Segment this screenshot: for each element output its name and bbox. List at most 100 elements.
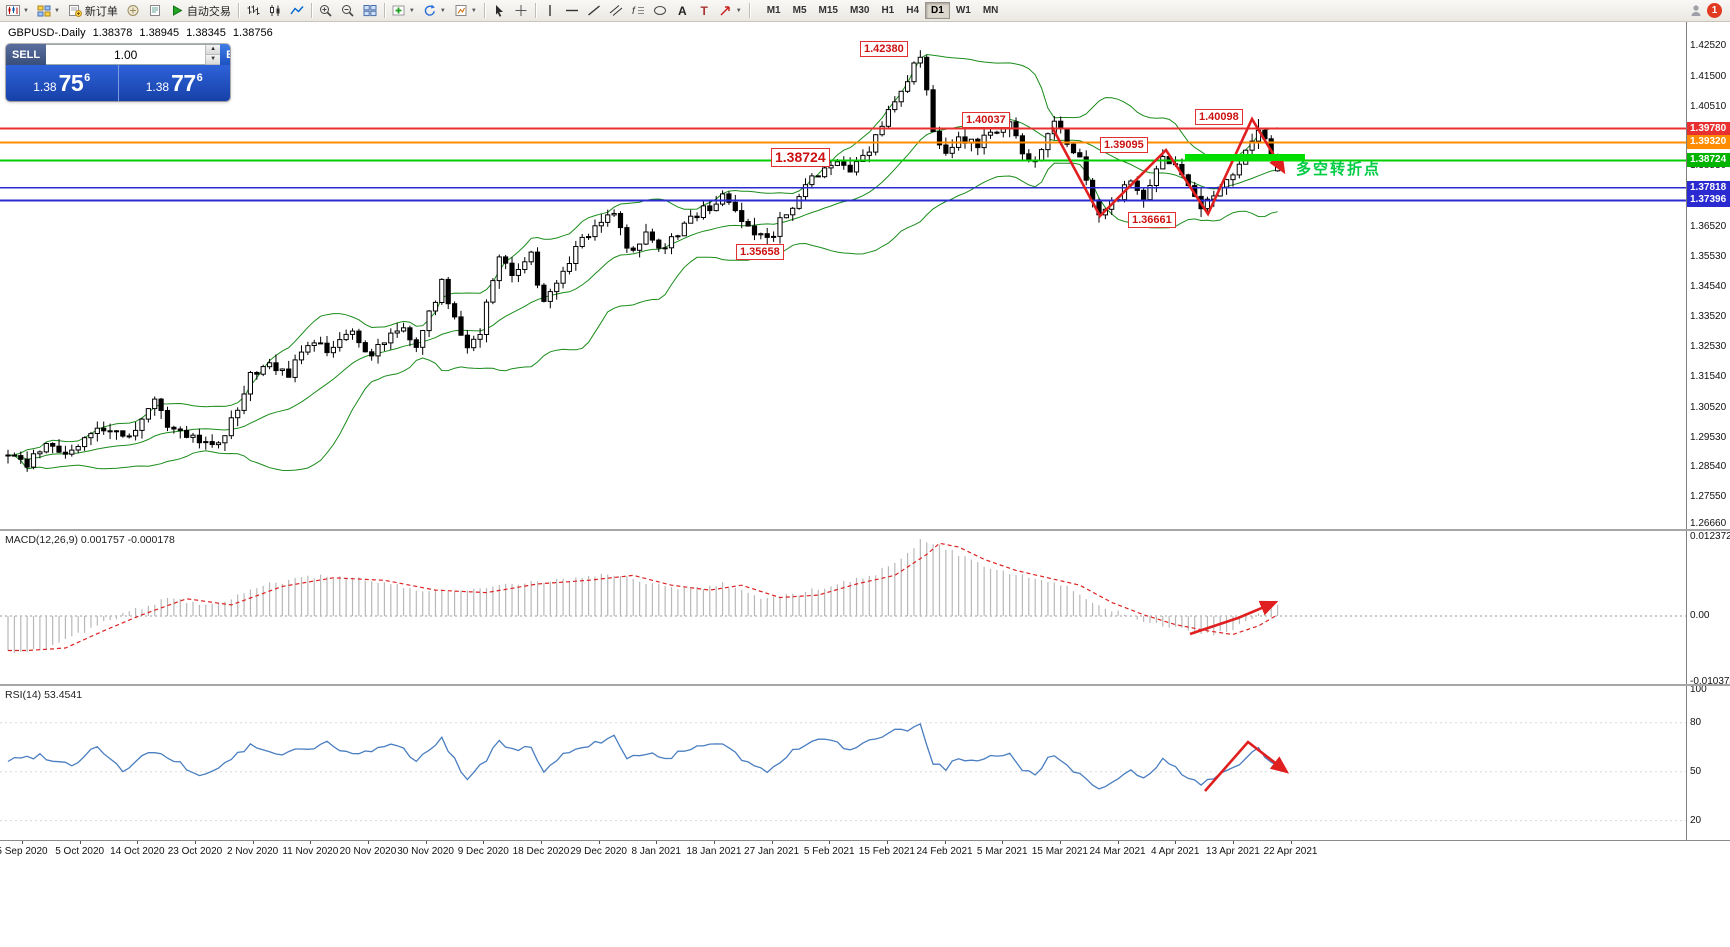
profiles-button[interactable]: ▼	[33, 2, 64, 20]
price-chart-canvas[interactable]	[0, 22, 1686, 530]
price-axis-tick: 1.42520	[1690, 40, 1727, 51]
turning-point-highlight-bar[interactable]	[1185, 154, 1305, 161]
date-axis-label: 5 Feb 2021	[803, 846, 855, 857]
buy-button[interactable]: BUY	[220, 44, 230, 65]
volume-down-button[interactable]: ▼	[206, 55, 221, 65]
ohlc-high: 1.38945	[139, 27, 180, 39]
price-annotation-label[interactable]: 1.40037	[962, 112, 1010, 128]
price-axis-tick: 1.41500	[1690, 70, 1727, 82]
date-axis-tick	[22, 841, 23, 844]
chart-ohlc-header: GBPUSD-.Daily 1.38378 1.38945 1.38345 1.3875…	[8, 27, 280, 39]
date-axis-label: 8 Jan 2021	[631, 846, 682, 857]
date-axis-tick	[425, 841, 427, 844]
timeframe-m5[interactable]: M5	[792, 5, 807, 16]
price-annotation-label[interactable]: 1.42380	[860, 41, 908, 57]
trend-zigzag-arrow[interactable]	[1050, 116, 1286, 219]
volume-up-button[interactable]: ▲	[206, 45, 221, 55]
notification-badge[interactable]: 1	[1707, 3, 1722, 18]
price-axis-tick: 1.28540	[1690, 461, 1727, 473]
autotrading-button[interactable]: 自动交易	[166, 2, 235, 20]
sell-button[interactable]: SELL	[6, 44, 47, 65]
fibo-icon: f	[631, 4, 645, 17]
price-annotation-label[interactable]: 1.35658	[736, 244, 784, 260]
line-chart-button[interactable]	[286, 2, 308, 20]
price-axis-tick: 1.34540	[1690, 280, 1727, 292]
cursor-button[interactable]	[488, 2, 510, 20]
date-axis-label: 14 Oct 2020	[110, 846, 165, 857]
buy-price-display[interactable]: 1.38 77 6	[117, 65, 230, 101]
channel-button[interactable]	[605, 2, 627, 20]
arrows-object-button[interactable]: ▼	[715, 2, 746, 20]
macd-up-arrow[interactable]	[1189, 600, 1279, 636]
date-axis-tick	[1059, 841, 1061, 844]
date-axis: 5 Sep 2020 5 Oct 2020 14 Oct 2020 23 Oct 20…	[0, 841, 1686, 860]
date-axis-tick	[483, 841, 485, 844]
date-axis-label: 18 Dec 2020	[512, 846, 570, 857]
date-axis-label: 4 Apr 2021	[1151, 846, 1200, 857]
panel-splitter-macd[interactable]	[0, 529, 1730, 531]
timeframe-w1[interactable]: W1	[955, 5, 971, 16]
price-axis-tag: 1.37396	[1687, 193, 1730, 208]
timeframe-bar: M1 M5 M15 M30 H1 H4 D1 W1 MN	[761, 2, 1005, 19]
sell-price-display[interactable]: 1.38 75 6	[6, 65, 118, 101]
volume-input[interactable]	[46, 45, 206, 64]
vertical-line-button[interactable]	[539, 2, 561, 20]
data-window-button[interactable]	[144, 2, 166, 20]
date-axis-label: 18 Jan 2021	[686, 846, 742, 857]
timeframe-m15[interactable]: M15	[818, 5, 838, 16]
timeframe-h4[interactable]: H4	[906, 5, 920, 16]
zoom-out-button[interactable]	[337, 2, 359, 20]
date-axis-tick	[252, 841, 254, 844]
price-annotation-label[interactable]: 1.40098	[1195, 109, 1243, 125]
community-user-icon[interactable]	[1689, 4, 1703, 17]
timeframe-m1[interactable]: M1	[766, 5, 781, 16]
timeframe-h1[interactable]: H1	[881, 5, 895, 16]
candlestick-chart-button[interactable]	[264, 2, 286, 20]
new-order-button[interactable]: 新订单	[64, 2, 122, 20]
periods-button[interactable]: ▼	[419, 2, 450, 20]
price-annotation-label[interactable]: 1.38724	[771, 148, 830, 167]
price-axis-tick: 1.40510	[1690, 100, 1727, 112]
date-axis-label: 30 Nov 2020	[397, 846, 454, 857]
timeframe-mn[interactable]: MN	[982, 5, 999, 16]
ohlc-low: 1.38345	[186, 27, 226, 39]
order-icon	[68, 4, 82, 17]
horizontal-line-button[interactable]	[561, 2, 583, 20]
shapes-button[interactable]	[649, 2, 671, 20]
doc-icon	[148, 4, 162, 17]
text-label-button[interactable]: T	[693, 2, 715, 20]
zoom-in-button[interactable]	[315, 2, 337, 20]
crosshair-button[interactable]	[510, 2, 532, 20]
vline-icon	[543, 4, 557, 17]
svg-text:T: T	[700, 4, 708, 17]
date-axis-label: 22 Apr 2021	[1263, 846, 1318, 857]
price-annotation-label[interactable]: 1.39095	[1100, 137, 1148, 153]
turning-point-label[interactable]: 多空转折点	[1296, 161, 1382, 178]
tile-windows-button[interactable]	[359, 2, 381, 20]
template-icon	[454, 4, 468, 17]
text-button[interactable]: A	[671, 2, 693, 20]
tile-icon	[363, 4, 377, 17]
date-axis-tick	[194, 841, 196, 844]
timeframe-d1[interactable]: D1	[925, 2, 950, 19]
panel-splitter-rsi[interactable]	[0, 684, 1730, 686]
expert-advisors-button[interactable]	[122, 2, 144, 20]
bar-chart-button[interactable]	[242, 2, 264, 20]
toolbar: ▼ ▼ 新订单 自动交易 ▼ ▼ ▼ f A T ▼ M1 M5 M15 M30 H1 H4 D1 W1 MN 1	[0, 0, 1730, 22]
fibonacci-button[interactable]: f	[627, 2, 649, 20]
charts-menu-button[interactable]: ▼	[2, 2, 33, 20]
rsi-canvas[interactable]	[0, 686, 1686, 840]
date-axis-label: 15 Feb 2021	[858, 846, 915, 857]
templates-button[interactable]: ▼	[450, 2, 481, 20]
macd-canvas[interactable]	[0, 531, 1686, 685]
timeframe-m30[interactable]: M30	[849, 5, 870, 16]
trendline-button[interactable]	[583, 2, 605, 20]
price-annotation-label[interactable]: 1.36661	[1128, 212, 1176, 228]
date-axis-label: 29 Dec 2020	[570, 846, 627, 857]
rsi-zigzag-arrow[interactable]	[1204, 740, 1290, 792]
indicators-button[interactable]: ▼	[388, 2, 419, 20]
date-axis-tick	[137, 841, 139, 844]
date-axis-tick	[1175, 841, 1177, 844]
date-axis-tick	[713, 841, 715, 844]
toolbar-separator	[310, 3, 312, 18]
